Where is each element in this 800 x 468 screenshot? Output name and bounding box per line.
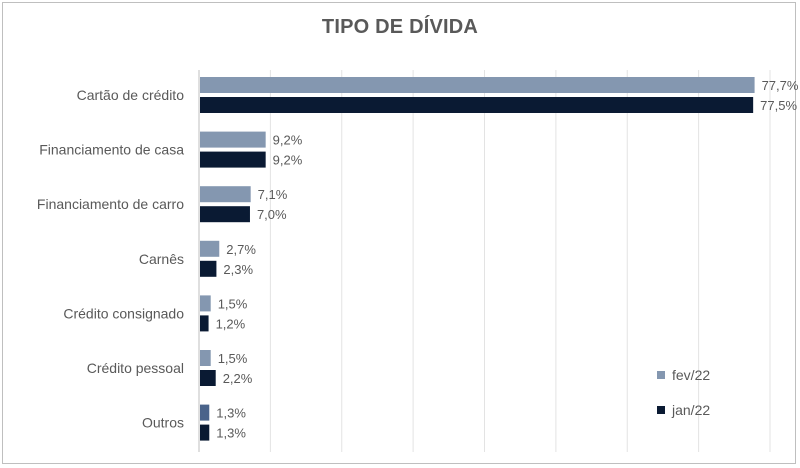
data-label: 2,2%	[223, 371, 253, 386]
data-label: 77,7%	[762, 78, 799, 93]
chart-title: TIPO DE DÍVIDA	[321, 16, 479, 38]
category-label: Carnês	[139, 251, 184, 267]
category-label: Financiamento de casa	[39, 142, 184, 158]
bar-jan/22	[200, 370, 216, 386]
category-label: Crédito pessoal	[87, 360, 184, 376]
category-label: Financiamento de carro	[37, 196, 184, 212]
data-label: 2,7%	[226, 242, 256, 257]
bar-fev/22	[200, 186, 251, 203]
category-label: Cartão de crédito	[77, 87, 185, 103]
data-label: 1,5%	[218, 351, 248, 366]
legend-label: jan/22	[671, 402, 710, 418]
bar-fev/22	[200, 295, 211, 312]
data-label: 9,2%	[273, 133, 303, 148]
category-label: Outros	[142, 415, 184, 431]
legend-swatch	[657, 371, 665, 379]
data-label: 7,1%	[258, 187, 288, 202]
data-label: 9,2%	[273, 153, 303, 168]
legend-swatch	[657, 406, 665, 414]
data-label: 77,5%	[760, 98, 797, 113]
bar-jan/22	[200, 97, 754, 113]
data-label: 7,0%	[257, 207, 287, 222]
bar-jan/22	[200, 206, 250, 223]
bar-jan/22	[200, 424, 210, 441]
bar-fev/22	[200, 240, 220, 257]
data-label: 2,3%	[223, 262, 253, 277]
bar-jan/22	[200, 315, 209, 332]
bar-fev/22	[200, 77, 755, 93]
bar-jan/22	[200, 260, 217, 277]
bar-fev/22	[200, 350, 211, 366]
legend-label: fev/22	[672, 367, 710, 383]
bar-fev/22	[200, 404, 210, 421]
bar-jan/22	[200, 151, 266, 168]
data-label: 1,3%	[216, 426, 246, 441]
data-label: 1,5%	[218, 296, 248, 311]
bar-fev/22	[200, 131, 266, 148]
category-label: Crédito consignado	[63, 305, 184, 321]
data-label: 1,3%	[216, 406, 246, 421]
data-label: 1,2%	[216, 316, 246, 331]
